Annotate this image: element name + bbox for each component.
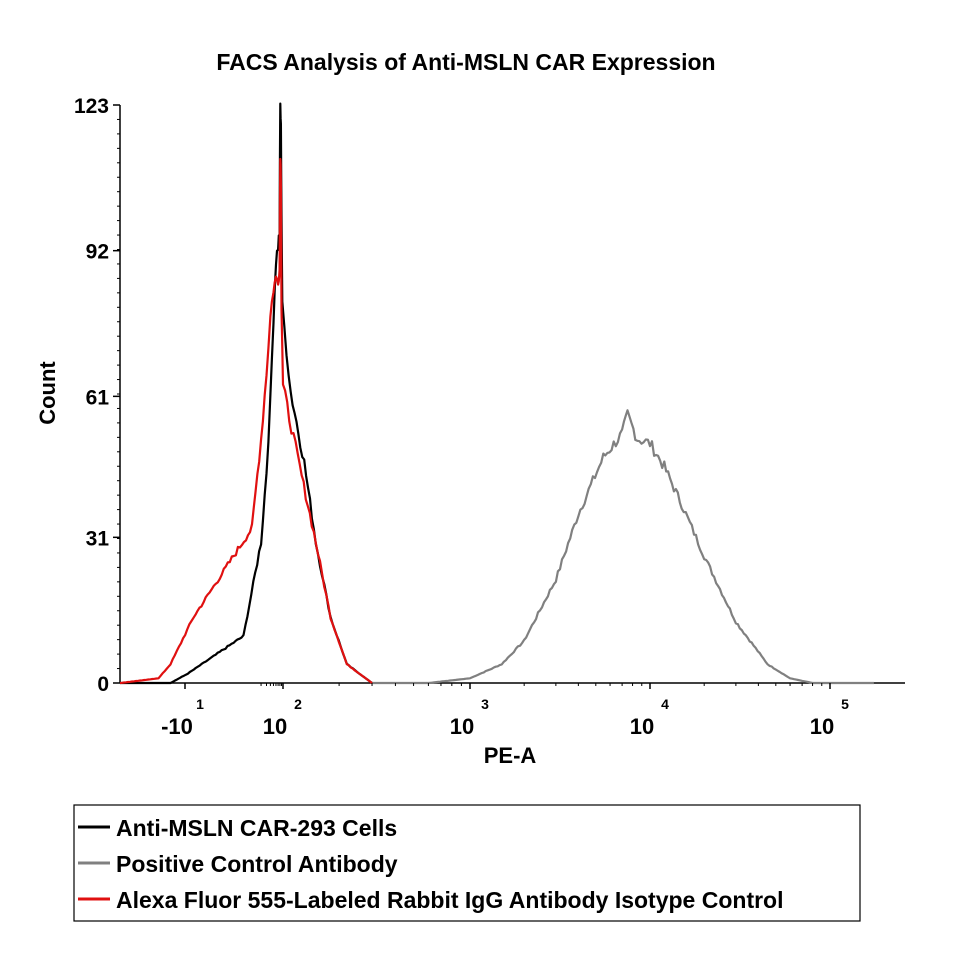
x-ticks: -101 10 2 10 3 10 4 10 5: [161, 683, 849, 739]
series-layer: [119, 102, 874, 685]
legend: Anti-MSLN CAR-293 Cells Positive Control…: [73, 804, 861, 922]
legend-label-anti-msln-car: Anti-MSLN CAR-293 Cells: [116, 815, 397, 841]
legend-box: [73, 804, 861, 922]
series-line-2: [119, 157, 373, 685]
series-line-1: [372, 409, 874, 685]
x-tick-base: 10: [630, 714, 654, 739]
y-ticks: 0 31 61 92 123: [74, 95, 120, 696]
x-tick-base: 10: [263, 714, 287, 739]
y-axis-label: Count: [35, 361, 60, 425]
series-line-0: [120, 102, 373, 685]
y-tick-label: 0: [97, 673, 109, 696]
x-tick-base: 10: [810, 714, 834, 739]
x-tick-base: -10: [161, 714, 193, 739]
x-tick-exponent: 1: [196, 696, 204, 712]
x-tick-exponent: 2: [294, 696, 302, 712]
legend-label-positive-control: Positive Control Antibody: [116, 851, 398, 877]
x-tick-exponent: 5: [841, 696, 849, 712]
chart-title: FACS Analysis of Anti-MSLN CAR Expressio…: [216, 49, 715, 75]
legend-label-isotype-control: Alexa Fluor 555-Labeled Rabbit IgG Antib…: [116, 887, 784, 913]
x-tick-exponent: 4: [661, 696, 669, 712]
y-tick-label: 92: [86, 241, 109, 264]
x-axis-label: PE-A: [484, 743, 537, 768]
x-tick-exponent: 3: [481, 696, 489, 712]
x-tick-base: 10: [450, 714, 474, 739]
y-tick-label: 123: [74, 95, 109, 118]
y-tick-label: 61: [86, 386, 110, 409]
axes: [119, 105, 905, 684]
y-tick-label: 31: [86, 527, 110, 550]
